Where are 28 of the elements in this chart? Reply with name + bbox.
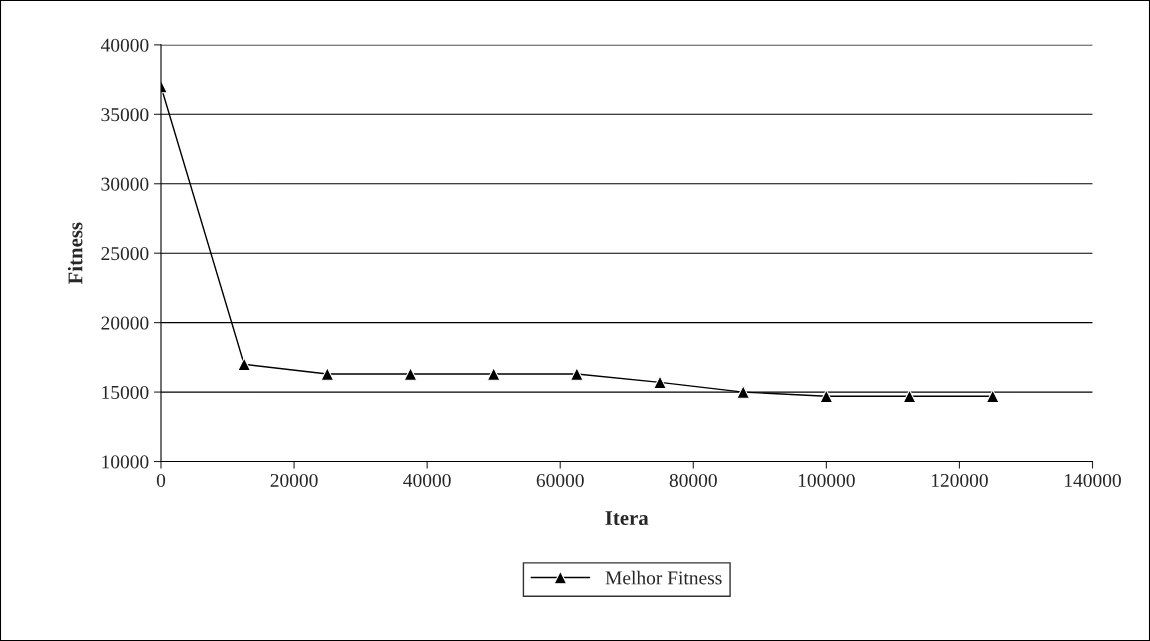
x-tick-label: 100000 <box>798 473 855 488</box>
point <box>403 367 418 381</box>
x-tick-label: 60000 <box>536 473 584 488</box>
x-axis-title: Itera <box>605 511 649 526</box>
x-tick-label: 80000 <box>669 473 717 488</box>
y-tick-label: 20000 <box>101 316 149 330</box>
y-tick-label: 10000 <box>102 455 149 469</box>
legend-label: Melhor Fitness <box>605 570 722 585</box>
x-tick-label: 120000 <box>931 473 988 488</box>
y-axis-title: Fitness <box>67 222 83 285</box>
point <box>819 389 834 404</box>
point <box>736 385 750 399</box>
point <box>902 389 917 404</box>
y-tick-label: 25000 <box>101 247 149 261</box>
point <box>653 375 667 390</box>
y-tick-label: 40000 <box>100 38 149 52</box>
point <box>237 357 251 372</box>
y-tick-label: 15000 <box>102 385 149 400</box>
y-tick-label: 30000 <box>101 177 149 191</box>
point <box>486 367 501 381</box>
point <box>985 389 1000 404</box>
y-tick-label: 35000 <box>101 108 149 122</box>
x-tick-label: 0 <box>156 473 166 488</box>
point <box>570 367 584 381</box>
x-tick-label: 20000 <box>270 473 318 488</box>
point <box>320 367 335 381</box>
x-tick-label: 140000 <box>1065 473 1121 488</box>
x-tick-label: 40000 <box>403 473 451 488</box>
